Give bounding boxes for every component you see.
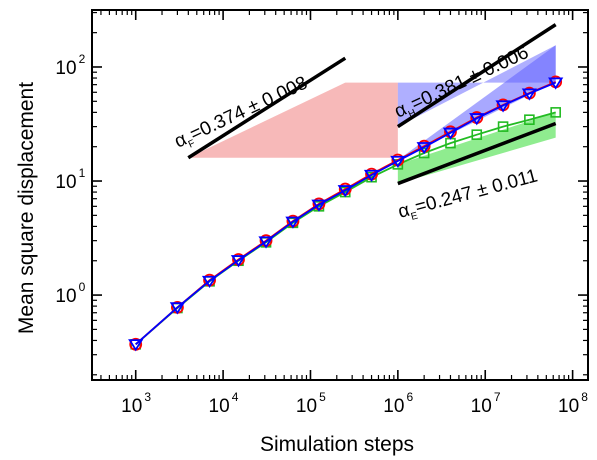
x-tick-exponent: 4 <box>232 390 239 404</box>
y-tick-label: 10 <box>55 172 76 193</box>
point-triangle-down-1 <box>169 302 186 315</box>
x-tick-exponent: 8 <box>581 390 588 404</box>
fit-line-F <box>187 56 347 160</box>
point-square-15 <box>550 107 561 118</box>
data-series <box>128 75 564 352</box>
y-tick-label: 10 <box>55 58 76 79</box>
band-H-upper <box>397 45 556 127</box>
point-triangle-down-7 <box>337 185 353 198</box>
point-square-14 <box>524 114 535 125</box>
x-tick-label: 10 <box>383 396 404 417</box>
point-triangle-down-8 <box>363 169 380 183</box>
exponent-bands <box>188 45 556 184</box>
point-triangle-down-5 <box>285 216 301 229</box>
x-tick-label: 10 <box>471 396 492 417</box>
plot-frame <box>91 9 589 381</box>
point-triangle-down-2 <box>201 275 218 289</box>
point-triangle-down-0 <box>128 339 144 352</box>
fit-line-E <box>397 121 557 186</box>
plot-border <box>91 9 589 381</box>
fit-lines <box>187 23 557 186</box>
axis-ticks: 10 3 10 4 10 5 10 6 10 7 10 810 010 110 2 <box>55 10 588 417</box>
point-triangle-down-12 <box>469 113 485 126</box>
y-tick-label: 10 <box>55 286 76 307</box>
point-triangle-down-13 <box>495 100 511 113</box>
point-triangle-down-10 <box>416 142 432 155</box>
x-tick-label: 10 <box>296 396 317 417</box>
x-axis-label: Simulation steps <box>260 433 414 456</box>
point-triangle-down-3 <box>230 255 247 268</box>
point-square-12 <box>471 129 483 140</box>
band-H <box>397 45 556 160</box>
x-tick-label: 10 <box>209 396 230 417</box>
x-tick-exponent: 6 <box>407 390 414 404</box>
point-triangle-down-6 <box>311 199 327 212</box>
point-square-13 <box>497 121 509 132</box>
point-triangle-down-11 <box>442 127 459 140</box>
point-square-10 <box>418 147 430 159</box>
y-tick-exponent: 1 <box>79 166 86 180</box>
point-triangle-down-4 <box>258 236 274 249</box>
fit-line-H <box>396 23 557 129</box>
x-tick-label: 10 <box>558 396 579 417</box>
x-tick-label: 10 <box>121 396 142 417</box>
y-axis-label: Mean square displacement <box>15 82 38 334</box>
y-tick-exponent: 2 <box>79 52 86 66</box>
band-E <box>397 112 556 184</box>
point-triangle-down-14 <box>521 88 537 101</box>
x-tick-exponent: 5 <box>319 390 326 404</box>
band-F <box>188 82 398 158</box>
x-tick-exponent: 3 <box>144 390 151 404</box>
x-tick-exponent: 7 <box>494 390 501 404</box>
y-tick-exponent: 0 <box>79 280 86 294</box>
series-line-triangle-down <box>135 81 557 345</box>
point-triangle-down-9 <box>390 155 406 169</box>
point-triangle-down-15 <box>548 77 564 90</box>
